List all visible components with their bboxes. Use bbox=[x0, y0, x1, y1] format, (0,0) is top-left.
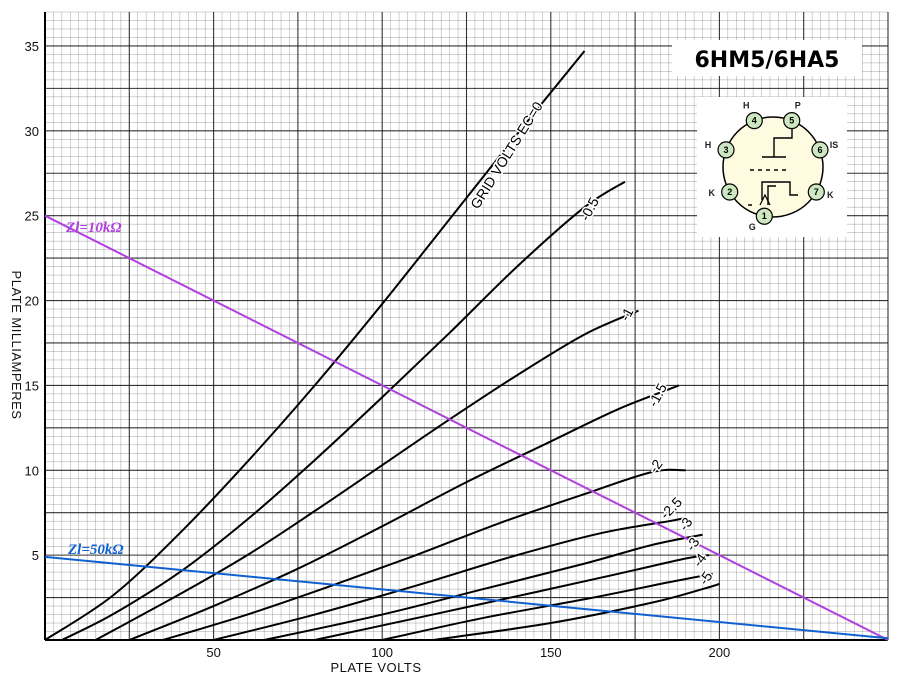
tube-pin-number: 4 bbox=[752, 116, 757, 126]
y-tick-label: 5 bbox=[32, 548, 39, 563]
y-tick-label: 10 bbox=[25, 463, 39, 478]
x-tick-label: 100 bbox=[371, 645, 393, 660]
loadline-label-50k: Zl=50kΩ bbox=[67, 542, 124, 558]
curve-label-m15: -1.5 bbox=[645, 380, 671, 409]
grid bbox=[44, 11, 889, 641]
heater-symbol bbox=[759, 193, 771, 206]
tube-pin-number: 2 bbox=[727, 187, 732, 197]
curve-label-m3: -3 bbox=[675, 514, 695, 534]
x-tick-label: 50 bbox=[206, 645, 220, 660]
tube-pin-name: H bbox=[743, 101, 750, 111]
tube-title-box bbox=[672, 40, 862, 76]
curve-series-3 bbox=[128, 384, 680, 641]
y-tick-label: 20 bbox=[25, 294, 39, 309]
tube-pin-5 bbox=[783, 112, 801, 130]
x-tick-label: 150 bbox=[540, 645, 562, 660]
tube-pin-number: 5 bbox=[789, 116, 794, 126]
curves bbox=[44, 50, 720, 641]
tube-pin-name: IS bbox=[830, 140, 839, 150]
curve-series-4 bbox=[162, 468, 686, 641]
tube-pin-3 bbox=[717, 141, 735, 159]
curve-series-8 bbox=[381, 572, 713, 641]
tube-title: 6HM5/6HA5 bbox=[694, 48, 839, 73]
tube-pin-1 bbox=[755, 207, 773, 225]
tube-pin-name: G bbox=[749, 222, 756, 232]
y-tick-label: 35 bbox=[25, 39, 39, 54]
load-line-0 bbox=[44, 214, 889, 641]
load-line-1 bbox=[44, 555, 889, 640]
load-lines bbox=[44, 214, 889, 641]
tube-pin-2 bbox=[721, 183, 739, 201]
tube-pin-6 bbox=[811, 141, 829, 159]
tube-pin-number: 3 bbox=[724, 145, 729, 155]
curve-series-2 bbox=[95, 309, 639, 641]
curve-series-6 bbox=[263, 533, 703, 641]
curve-series-7 bbox=[314, 554, 710, 641]
tube-pin-number: 7 bbox=[814, 187, 819, 197]
tube-pin-4 bbox=[745, 112, 763, 130]
tube-pin-7 bbox=[807, 183, 825, 201]
y-axis-title: PLATE MILLIAMPERES bbox=[9, 271, 24, 420]
curve-series-0 bbox=[44, 50, 586, 641]
tube-pin-name: K bbox=[708, 188, 715, 198]
y-tick-label: 30 bbox=[25, 124, 39, 139]
tube-pin-name: P bbox=[795, 101, 801, 111]
x-axis-title: PLATE VOLTS bbox=[331, 660, 422, 675]
tube-pin-number: 6 bbox=[817, 145, 822, 155]
tube-pin-name: K bbox=[827, 190, 834, 200]
loadline-label-10k: Zl=10kΩ bbox=[65, 220, 122, 236]
cathode-symbol bbox=[748, 181, 798, 206]
curve-series-5 bbox=[213, 516, 686, 641]
x-tick-label: 200 bbox=[709, 645, 731, 660]
curve-label-m4: -4 bbox=[689, 550, 709, 570]
curve-series-9 bbox=[432, 583, 720, 641]
curve-label-m1: -1 bbox=[617, 305, 637, 324]
tube-pin-name: H bbox=[705, 140, 712, 150]
curve-series-1 bbox=[61, 180, 626, 641]
plate-symbol bbox=[762, 125, 793, 158]
curve-label-m5: -5 bbox=[695, 568, 715, 588]
y-tick-label: 15 bbox=[25, 378, 39, 393]
y-tick-label: 25 bbox=[25, 209, 39, 224]
tube-pin-number: 1 bbox=[762, 211, 767, 221]
tube-envelope bbox=[722, 116, 824, 218]
